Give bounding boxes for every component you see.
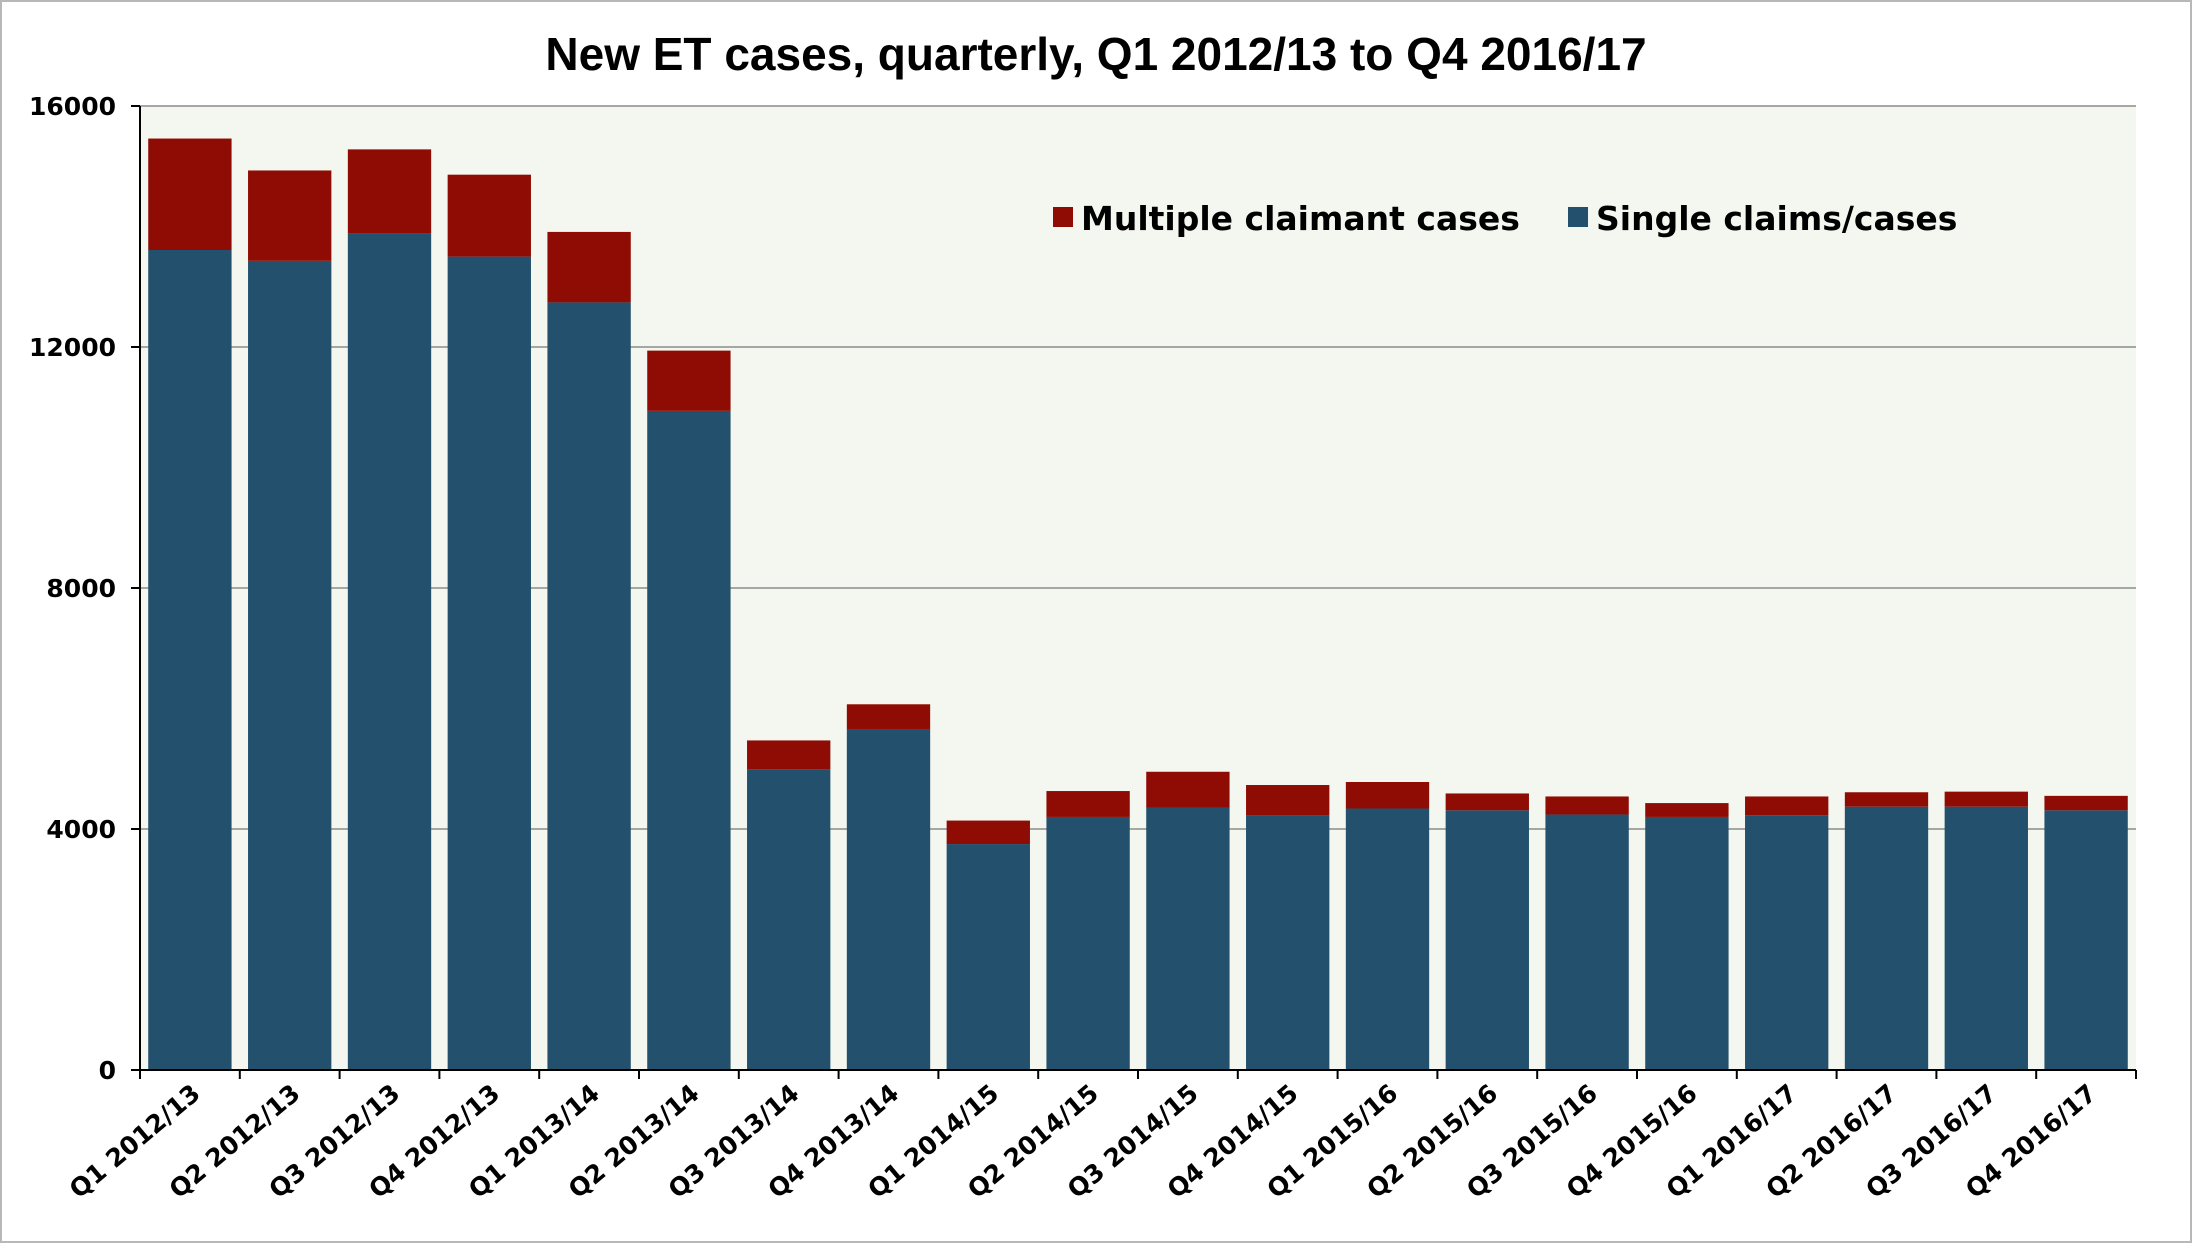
bar-multiple-claimant: [1345, 782, 1430, 809]
bar-single-claims: [1944, 806, 2028, 1070]
y-tick-label: 16000: [29, 92, 116, 121]
bar-multiple-claimant: [747, 740, 831, 770]
bar-single-claims: [248, 260, 332, 1070]
bar-single-claims: [1246, 815, 1330, 1070]
bar-multiple-claimant: [846, 704, 931, 729]
bar-single-claims: [148, 249, 232, 1070]
bar-single-claims: [946, 844, 1030, 1070]
bar-single-claims: [547, 302, 631, 1070]
bar-single-claims: [1345, 808, 1430, 1070]
legend-label: Single claims/cases: [1596, 199, 1957, 238]
y-tick-label: 8000: [46, 574, 116, 603]
bar-multiple-claimant: [946, 820, 1030, 845]
bar-single-claims: [2044, 810, 2128, 1070]
bar-multiple-claimant: [1645, 803, 1729, 817]
bar-multiple-claimant: [1844, 792, 1929, 807]
legend-swatch: [1053, 207, 1073, 227]
chart-title: New ET cases, quarterly, Q1 2012/13 to Q…: [545, 28, 1646, 80]
bar-multiple-claimant: [1944, 791, 2028, 807]
bar-multiple-claimant: [2044, 795, 2128, 811]
bar-multiple-claimant: [647, 350, 731, 411]
bar-multiple-claimant: [1545, 796, 1629, 815]
legend: Multiple claimant cases Single claims/cas…: [1053, 199, 1957, 238]
y-axis-tick-labels: 0 4000 8000 12000 16000: [29, 92, 116, 1085]
bar-single-claims: [1844, 806, 1929, 1070]
bar-multiple-claimant: [347, 149, 432, 234]
y-tick-label: 4000: [46, 815, 116, 844]
bar-single-claims: [347, 233, 432, 1071]
bar-multiple-claimant: [148, 138, 232, 250]
bar-multiple-claimant: [1445, 793, 1529, 811]
y-tick-label: 12000: [29, 333, 116, 362]
legend-swatch: [1568, 207, 1588, 227]
axes: [131, 105, 2137, 1079]
bar-single-claims: [1545, 814, 1629, 1070]
y-tick-label: 0: [99, 1056, 116, 1085]
bars: [148, 138, 2128, 1071]
bar-single-claims: [647, 410, 731, 1070]
bar-single-claims: [1046, 816, 1130, 1070]
bar-multiple-claimant: [248, 170, 332, 261]
legend-label: Multiple claimant cases: [1081, 199, 1520, 238]
bar-single-claims: [1645, 816, 1729, 1070]
bar-multiple-claimant: [1046, 791, 1130, 817]
bar-single-claims: [447, 256, 531, 1070]
bar-single-claims: [846, 728, 931, 1070]
bar-single-claims: [1445, 810, 1529, 1070]
bar-single-claims: [747, 769, 831, 1070]
bar-multiple-claimant: [447, 174, 531, 257]
bar-multiple-claimant: [547, 231, 631, 303]
bar-single-claims: [1146, 807, 1230, 1070]
bar-multiple-claimant: [1146, 771, 1230, 808]
bar-multiple-claimant: [1246, 785, 1330, 816]
bar-multiple-claimant: [1745, 796, 1829, 816]
bar-single-claims: [1745, 815, 1829, 1070]
